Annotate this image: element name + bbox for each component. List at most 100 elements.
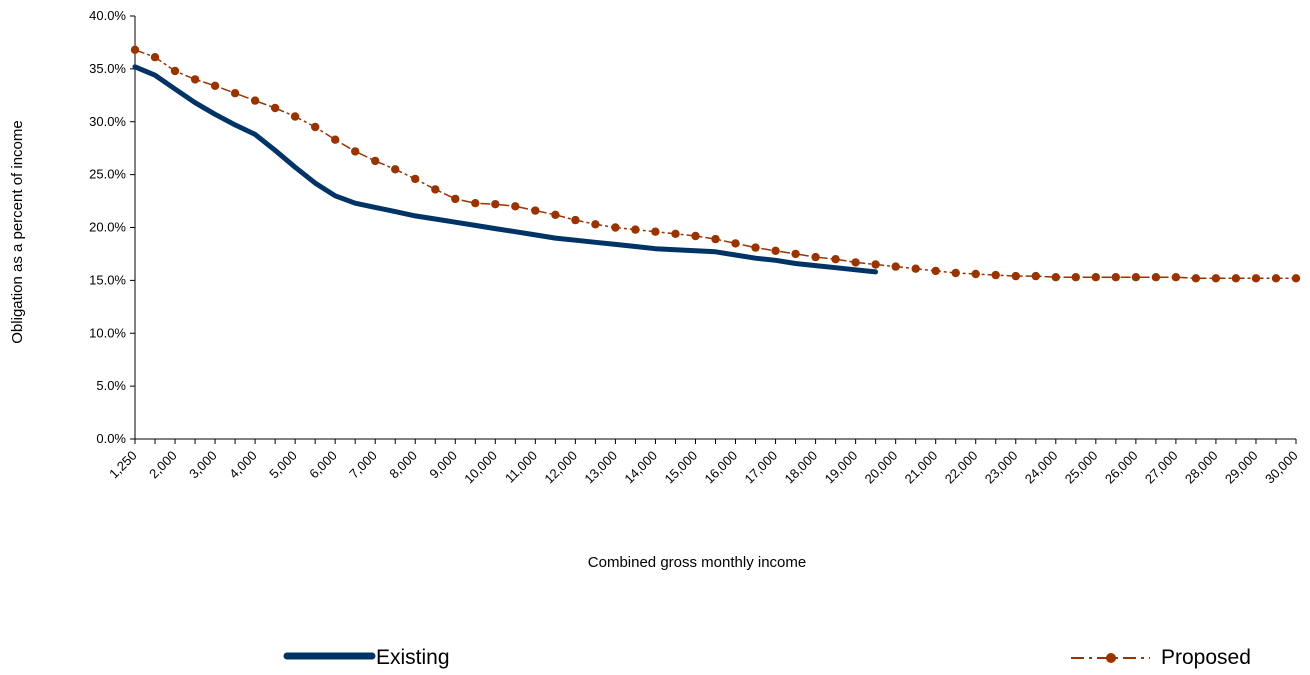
series-point-proposed [651,227,660,236]
x-tick-label: 24,000 [1022,448,1061,487]
series-point-proposed [1231,274,1241,283]
series-point-proposed [1111,273,1121,282]
x-tick-label: 21,000 [902,448,941,487]
series-point-proposed [1291,274,1301,283]
series-layer [130,45,1301,283]
x-tick-label: 7,000 [346,448,380,482]
x-tick-label: 25,000 [1062,448,1101,487]
series-point-proposed [170,66,180,76]
series-point-proposed [771,246,780,255]
x-tick-label: 2,000 [146,448,180,482]
y-tick-label: 15.0% [89,272,126,287]
series-point-proposed [1071,273,1081,282]
series-point-proposed [1151,273,1161,282]
series-point-proposed [691,231,700,241]
y-tick-label: 35.0% [89,61,126,76]
legend-existing-label: Existing [376,646,450,669]
y-axis-title: Obligation as a percent of income [9,120,26,343]
y-tick-label: 10.0% [89,325,126,340]
series-point-proposed [611,223,620,232]
x-axis-title: Combined gross monthly income [588,554,806,571]
series-point-proposed [190,75,200,84]
series-point-proposed [991,270,1000,280]
x-tick-label: 19,000 [822,448,861,487]
series-point-proposed [331,135,340,144]
series-point-proposed [130,45,140,54]
series-point-proposed [631,225,640,234]
series-line-existing [132,64,879,275]
series-point-proposed [671,229,680,238]
legend-proposed-marker [1106,653,1116,663]
x-tick-label: 1,250 [106,448,140,482]
series-point-proposed [230,89,240,98]
x-tick-label: 6,000 [306,448,340,482]
legend: Existing Proposed [283,646,1251,669]
series-point-proposed [1011,271,1020,281]
series-point-proposed [971,269,980,279]
axes [134,16,1296,440]
y-tick-label: 30.0% [89,114,126,129]
x-tick-label: 29,000 [1222,448,1261,487]
series-point-proposed [471,199,480,208]
series-point-proposed [751,243,760,252]
series-point-proposed [711,234,720,244]
series-point-proposed [1031,271,1041,281]
series-point-proposed [1091,273,1101,282]
x-tick-label: 30,000 [1262,448,1301,487]
series-point-proposed [811,252,820,262]
y-axis-ticks: 0.0% 5.0% 10.0% 15.0% 20.0% 25.0% 30.0% 35.0% 40… [89,8,135,446]
legend-proposed-label: Proposed [1161,646,1251,669]
series-point-proposed [531,206,540,215]
x-tick-label: 5,000 [266,448,300,482]
x-tick-label: 4,000 [226,448,260,482]
series-point-proposed [1251,274,1261,283]
series-point-proposed [311,122,320,132]
x-tick-label: 18,000 [782,448,821,487]
series-point-proposed [511,202,520,211]
series-point-proposed [270,103,280,113]
x-tick-label: 12,000 [541,448,580,487]
x-tick-label: 22,000 [942,448,981,487]
series-point-proposed [411,174,420,184]
series-point-proposed [391,165,400,174]
series-point-proposed [1171,273,1181,282]
series-point-proposed [951,268,960,278]
series-point-proposed [290,112,300,121]
series-point-proposed [1051,273,1061,282]
series-point-proposed [250,96,260,105]
y-tick-label: 25.0% [89,167,126,182]
series-point-proposed [1131,273,1141,282]
y-tick-label: 40.0% [89,8,126,23]
series-point-proposed [1191,274,1201,283]
series-point-proposed [491,200,500,209]
x-tick-label: 28,000 [1182,448,1221,487]
y-tick-label: 0.0% [96,431,126,446]
series-line-proposed [134,49,1296,280]
x-tick-label: 16,000 [701,448,740,487]
series-point-proposed [551,210,560,219]
x-tick-label: 17,000 [742,448,781,487]
x-tick-label: 9,000 [426,448,460,482]
series-point-proposed [851,258,860,267]
series-point-proposed [210,81,220,91]
series-point-proposed [371,156,380,166]
series-point-proposed [931,266,940,276]
y-tick-label: 20.0% [89,220,126,235]
series-point-proposed [571,215,580,225]
x-tick-label: 11,000 [502,448,540,486]
series-point-proposed [871,260,880,269]
series-point-proposed [150,53,160,62]
series-point-proposed [1271,274,1281,283]
series-point-proposed [831,255,840,264]
series-point-proposed [891,262,900,271]
x-tick-label: 15,000 [661,448,700,487]
series-point-proposed [1211,274,1221,283]
x-tick-label: 8,000 [386,448,420,482]
series-point-proposed [591,220,600,229]
series-point-proposed [911,264,920,273]
x-tick-label: 26,000 [1102,448,1141,487]
x-tick-label: 20,000 [862,448,901,487]
series-point-proposed [731,239,740,248]
series-point-proposed [791,249,800,259]
